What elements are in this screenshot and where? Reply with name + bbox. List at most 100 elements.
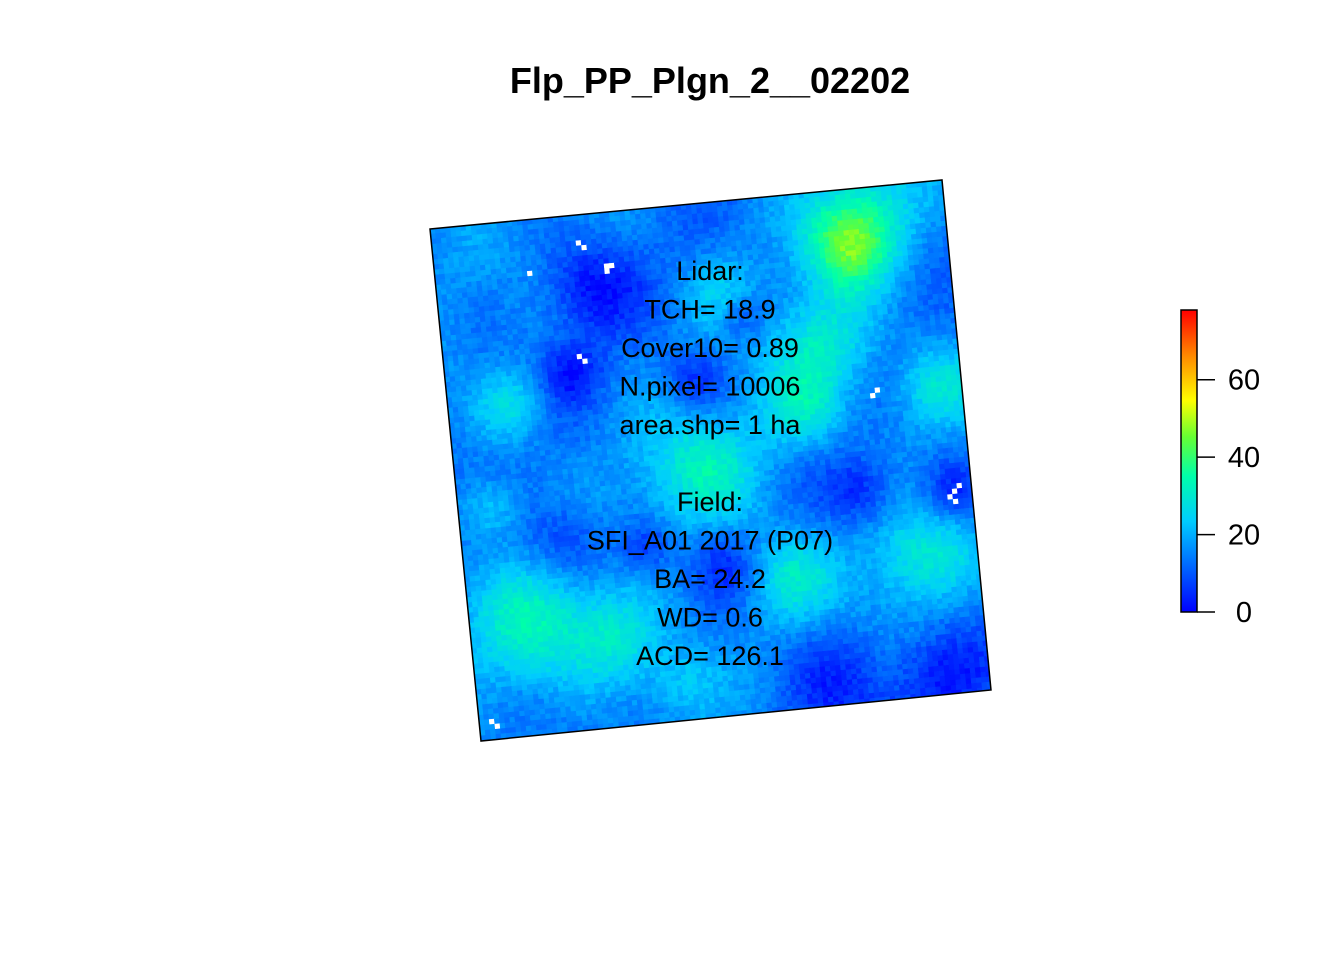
raster-cell — [800, 321, 808, 329]
raster-cell — [802, 238, 810, 246]
raster-cell — [605, 226, 612, 234]
raster-cell — [840, 302, 847, 309]
raster-cell — [513, 292, 520, 299]
raster-cell — [666, 272, 673, 279]
raster-cell — [814, 408, 821, 415]
raster-cell — [653, 449, 660, 456]
raster-cell — [450, 283, 457, 290]
raster-cell — [847, 379, 855, 386]
raster-cell — [494, 253, 501, 260]
raster-cell — [813, 444, 820, 452]
raster-cell — [872, 258, 879, 265]
raster-cell — [566, 256, 574, 263]
raster-cell — [850, 193, 857, 200]
raster-cell — [475, 373, 482, 380]
raster-cell — [836, 421, 843, 429]
raster-cell — [908, 259, 915, 267]
raster-cell — [520, 415, 528, 423]
raster-cell — [801, 383, 809, 391]
raster-cell — [671, 323, 679, 331]
raster-cell — [571, 250, 578, 258]
raster-cell — [489, 413, 496, 420]
raster-cell — [833, 339, 840, 346]
raster-cell — [461, 343, 469, 351]
raster-cell — [922, 346, 929, 353]
raster-cell — [510, 313, 517, 320]
raster-cell — [528, 285, 535, 293]
raster-cell — [923, 310, 930, 317]
raster-cell — [799, 363, 807, 370]
raster-cell — [802, 342, 810, 349]
raster-cell — [564, 287, 572, 294]
raster-cell — [533, 280, 540, 287]
raster-cell — [826, 216, 833, 223]
raster-cell — [663, 236, 670, 244]
raster-cell — [640, 213, 647, 220]
raster-cell — [893, 374, 901, 382]
raster-cell — [911, 394, 918, 401]
raster-cell — [508, 241, 515, 248]
raster-cell — [894, 219, 901, 227]
raster-cell — [945, 323, 952, 330]
raster-cell — [561, 308, 569, 315]
raster-cell — [915, 434, 922, 442]
raster-cell — [686, 208, 693, 216]
raster-cell — [740, 286, 747, 293]
raster-cell — [525, 306, 532, 314]
raster-cell — [841, 266, 849, 273]
raster-cell — [838, 385, 845, 392]
raster-cell — [547, 371, 554, 379]
raster-cell — [751, 450, 758, 457]
raster-cell — [563, 380, 571, 388]
raster-cell — [523, 394, 531, 402]
raster-cell — [453, 256, 460, 264]
raster-cell — [471, 229, 478, 236]
raster-cell — [888, 318, 895, 325]
raster-cell — [874, 387, 881, 394]
raster-cell — [565, 401, 573, 408]
raster-cell — [946, 432, 953, 439]
raster-cell — [555, 247, 562, 254]
raster-cell — [516, 271, 523, 278]
raster-cell — [938, 401, 945, 409]
raster-cell — [827, 433, 834, 440]
raster-cell — [601, 444, 608, 451]
raster-cell — [879, 278, 886, 285]
raster-cell — [607, 350, 614, 358]
raster-cell — [461, 447, 469, 454]
raster-cell — [835, 303, 842, 310]
raster-cell — [612, 251, 620, 259]
raster-cell — [495, 268, 502, 275]
raster-cell — [554, 335, 561, 342]
raster-cell — [884, 277, 891, 284]
raster-cell — [682, 224, 689, 231]
raster-cell — [946, 380, 953, 387]
raster-cell — [448, 257, 455, 264]
raster-cell — [765, 438, 773, 446]
raster-cell — [880, 293, 887, 300]
raster-cell — [522, 379, 529, 386]
raster-cell — [930, 226, 938, 233]
raster-cell — [780, 323, 787, 331]
raster-cell — [536, 259, 543, 266]
raster-cell — [525, 363, 533, 370]
raster-cell — [833, 282, 840, 289]
raster-cell — [929, 263, 936, 270]
raster-cell — [657, 444, 665, 451]
raster-cell — [873, 273, 880, 280]
raster-cell — [796, 229, 804, 236]
raster-cell — [470, 431, 477, 438]
raster-cell — [872, 263, 879, 270]
raster-cell — [873, 268, 880, 275]
raster-cell — [715, 454, 723, 461]
raster-cell — [527, 435, 535, 443]
raster-cell — [813, 341, 820, 348]
raster-cell — [637, 239, 644, 246]
raster-cell — [887, 210, 895, 217]
raster-cell — [520, 359, 527, 366]
raster-cell — [501, 226, 509, 233]
raster-cell — [560, 396, 567, 403]
raster-cell — [646, 222, 653, 230]
raster-cell — [866, 207, 874, 214]
raster-cell — [740, 446, 748, 453]
